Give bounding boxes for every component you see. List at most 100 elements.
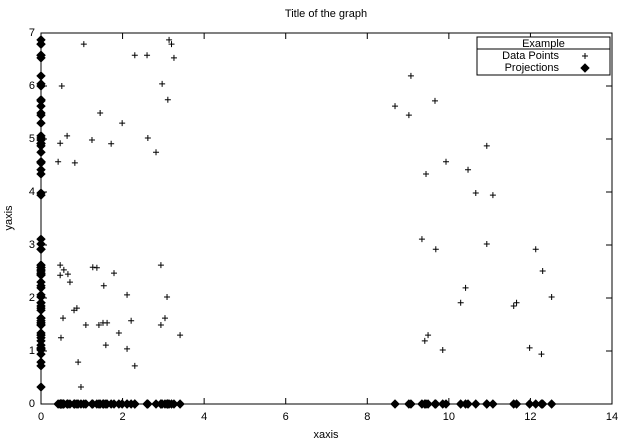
data-point xyxy=(93,264,100,271)
data-point xyxy=(177,332,184,339)
data-point xyxy=(443,158,450,165)
data-point xyxy=(483,240,490,247)
data-point xyxy=(66,279,73,286)
data-point xyxy=(144,134,151,141)
projection-point xyxy=(488,399,498,409)
projection-point xyxy=(36,101,46,111)
data-point xyxy=(526,344,533,351)
data-point xyxy=(510,302,517,309)
data-point xyxy=(80,41,87,48)
y-tick-label: 0 xyxy=(29,398,35,410)
projection-point xyxy=(36,190,46,200)
data-point xyxy=(472,190,479,197)
data-point xyxy=(157,262,164,269)
data-point xyxy=(489,192,496,199)
legend-title: Example xyxy=(522,38,565,50)
data-point xyxy=(159,80,166,87)
data-point xyxy=(124,291,131,298)
projection-point xyxy=(175,399,185,409)
x-tick-label: 8 xyxy=(364,411,370,423)
data-point xyxy=(71,307,78,314)
x-axis-label: xaxis xyxy=(313,429,339,441)
x-tick-label: 12 xyxy=(524,411,536,423)
data-point xyxy=(161,315,168,322)
projection-point xyxy=(114,399,124,409)
data-point xyxy=(457,299,464,306)
data-point xyxy=(55,158,62,165)
data-point xyxy=(465,166,472,173)
projection-point xyxy=(36,71,46,81)
projection-point xyxy=(101,399,111,409)
y-tick-label: 4 xyxy=(29,186,35,198)
projection-point xyxy=(524,399,535,409)
data-point xyxy=(539,267,546,274)
projection-point xyxy=(390,399,400,409)
projection-point xyxy=(94,399,104,409)
data-point xyxy=(104,319,111,326)
data-point xyxy=(88,137,95,144)
projection-point xyxy=(511,399,522,409)
data-point xyxy=(111,270,118,277)
data-point xyxy=(538,351,545,358)
data-point xyxy=(119,120,126,127)
projection-point xyxy=(36,147,46,157)
data-point xyxy=(164,293,171,300)
x-tick-label: 4 xyxy=(201,411,207,423)
data-point xyxy=(423,170,430,177)
data-point xyxy=(57,334,64,341)
projection-point xyxy=(36,110,46,120)
data-point xyxy=(439,346,446,353)
legend-marker xyxy=(580,63,590,73)
projection-point xyxy=(156,399,166,409)
projection-point xyxy=(36,39,46,49)
data-point xyxy=(57,262,64,269)
projection-point xyxy=(438,399,448,409)
data-point xyxy=(532,246,539,253)
x-tick-label: 2 xyxy=(120,411,126,423)
projection-point xyxy=(169,399,179,409)
projection-point xyxy=(143,399,153,409)
projection-point xyxy=(36,79,46,89)
projection-point xyxy=(36,165,46,175)
projection-point xyxy=(482,399,492,409)
data-point xyxy=(144,52,151,59)
data-point xyxy=(75,359,82,366)
data-point xyxy=(82,322,89,329)
data-point xyxy=(153,149,160,156)
y-axis-label: yaxis xyxy=(3,205,15,231)
data-point xyxy=(432,246,439,253)
projection-point xyxy=(56,399,66,409)
legend-marker xyxy=(582,53,588,59)
data-point xyxy=(431,97,438,104)
data-point xyxy=(58,83,65,89)
projection-point xyxy=(36,382,46,392)
data-point xyxy=(95,322,102,329)
data-point xyxy=(57,140,64,147)
data-point xyxy=(462,284,469,291)
y-tick-label: 7 xyxy=(29,27,35,39)
x-tick-label: 6 xyxy=(283,411,289,423)
chart-title: Title of the graph xyxy=(285,8,367,20)
data-point xyxy=(425,332,432,339)
x-tick-label: 10 xyxy=(443,411,455,423)
projection-point xyxy=(36,118,46,128)
legend-label: Data Points xyxy=(502,50,559,62)
data-point xyxy=(548,293,555,300)
projection-point xyxy=(420,399,430,409)
data-point xyxy=(97,110,104,117)
data-point xyxy=(128,317,135,324)
data-point xyxy=(115,329,122,336)
y-tick-label: 1 xyxy=(29,345,35,357)
projection-point xyxy=(36,361,46,371)
projection-point xyxy=(404,399,414,409)
projection-point xyxy=(76,399,86,409)
data-point xyxy=(131,362,138,369)
projection-point xyxy=(36,266,46,276)
data-point xyxy=(64,271,71,278)
data-point xyxy=(513,299,520,306)
projection-point xyxy=(546,399,557,409)
data-point xyxy=(64,132,71,139)
data-point xyxy=(102,342,109,349)
data-point xyxy=(60,266,67,273)
y-tick-label: 5 xyxy=(29,133,35,145)
